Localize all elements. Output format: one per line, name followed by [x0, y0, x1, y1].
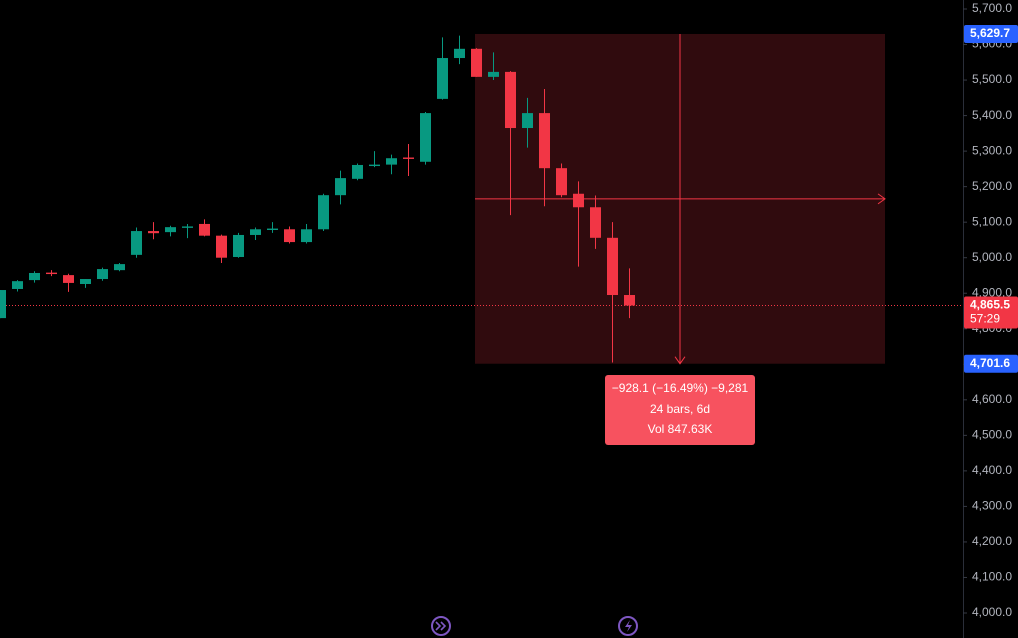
- candle-body: [233, 234, 244, 257]
- measure-bars: 24 bars, 6d: [650, 402, 710, 416]
- range-high-label: 5,629.7: [970, 26, 1010, 40]
- icon-ring: [431, 616, 451, 636]
- candle-body: [386, 158, 397, 165]
- candle-body: [539, 113, 550, 169]
- candle-body: [335, 178, 346, 196]
- candle-body: [148, 231, 159, 234]
- y-tick-label: 4,100.0: [972, 570, 1012, 584]
- candle-body: [267, 228, 278, 230]
- replay-button[interactable]: [431, 616, 451, 636]
- candle-body: [131, 231, 142, 255]
- candle-body: [488, 71, 499, 77]
- candle-body: [165, 227, 176, 233]
- candle-body: [420, 113, 431, 162]
- candle-body: [80, 279, 91, 284]
- candle-body: [556, 168, 567, 196]
- candle-body: [505, 71, 516, 129]
- measure-v-arrow: [674, 356, 686, 365]
- candle-body: [403, 157, 414, 159]
- candle-body: [250, 229, 261, 235]
- range-low-badge: [964, 354, 1018, 373]
- candle-body: [0, 290, 6, 319]
- candle-body: [301, 229, 312, 243]
- range-high-badge: [964, 24, 1018, 43]
- icon-glyph: [435, 621, 447, 631]
- candle-body: [607, 237, 618, 296]
- measure-change: −928.1 (−16.49%) −9,281: [612, 381, 749, 395]
- y-tick-label: 5,300.0: [972, 143, 1012, 157]
- y-tick-label: 5,100.0: [972, 214, 1012, 228]
- candle-body: [216, 235, 227, 258]
- y-tick-label: 4,600.0: [972, 392, 1012, 406]
- measure-h-arrow: [877, 193, 886, 205]
- y-tick-label: 4,200.0: [972, 534, 1012, 548]
- candle-body: [522, 113, 533, 129]
- candle-body: [352, 164, 363, 179]
- range-low-label: 4,701.6: [970, 356, 1010, 370]
- candle-body: [284, 229, 295, 243]
- y-tick-label: 5,400.0: [972, 108, 1012, 122]
- candle-body: [318, 195, 329, 230]
- countdown: 57:29: [970, 312, 1000, 326]
- y-tick-label: 5,700.0: [972, 1, 1012, 15]
- measure-tooltip: [605, 375, 755, 445]
- icon-glyph: [625, 620, 632, 632]
- y-tick-label: 4,400.0: [972, 463, 1012, 477]
- y-tick-label: 4,500.0: [972, 428, 1012, 442]
- last-price-label: 4,865.5: [970, 298, 1010, 312]
- candle-body: [199, 223, 210, 236]
- candle-body: [454, 48, 465, 59]
- candle-body: [29, 272, 40, 281]
- y-tick-label: 4,900.0: [972, 285, 1012, 299]
- candle-body: [114, 264, 125, 271]
- candle-body: [590, 207, 601, 238]
- candle-body: [97, 269, 108, 280]
- candle-body: [471, 48, 482, 77]
- last-price-badge: [964, 296, 1018, 329]
- candle-body: [369, 164, 380, 167]
- candle-body: [182, 226, 193, 228]
- candle-body: [12, 281, 23, 289]
- flash-button[interactable]: [618, 616, 638, 636]
- y-tick-label: 4,000.0: [972, 605, 1012, 619]
- measure-volume: Vol 847.63K: [648, 422, 713, 436]
- icon-ring: [618, 616, 638, 636]
- candle-body: [624, 295, 635, 306]
- candle-body: [437, 58, 448, 99]
- y-tick-label: 4,300.0: [972, 499, 1012, 513]
- candle-body: [573, 193, 584, 208]
- y-tick-label: 5,000.0: [972, 250, 1012, 264]
- candle-body: [46, 272, 57, 275]
- y-tick-label: 5,200.0: [972, 179, 1012, 193]
- y-tick-label: 5,500.0: [972, 72, 1012, 86]
- candle-body: [63, 275, 74, 283]
